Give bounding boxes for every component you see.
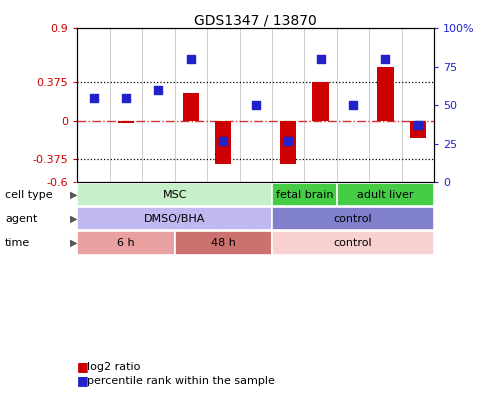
Point <box>349 102 357 109</box>
Point <box>187 56 195 62</box>
Text: ■: ■ <box>77 360 93 373</box>
Bar <box>183 93 199 121</box>
Title: GDS1347 / 13870: GDS1347 / 13870 <box>195 13 317 27</box>
Text: ■: ■ <box>77 374 93 387</box>
Text: ▶: ▶ <box>70 238 78 248</box>
Text: DMSO/BHA: DMSO/BHA <box>144 214 205 224</box>
Point <box>155 87 163 93</box>
Bar <box>215 121 232 164</box>
Text: time: time <box>5 238 30 248</box>
Bar <box>175 231 272 255</box>
Bar <box>377 67 394 121</box>
Bar <box>312 82 329 121</box>
Bar <box>410 121 426 138</box>
Text: log2 ratio: log2 ratio <box>87 362 141 371</box>
Text: control: control <box>334 238 372 248</box>
Bar <box>118 121 134 123</box>
Bar <box>272 183 337 206</box>
Text: agent: agent <box>5 214 37 224</box>
Bar <box>337 183 434 206</box>
Bar <box>77 207 272 230</box>
Point <box>122 94 130 101</box>
Bar <box>280 121 296 164</box>
Point <box>219 138 227 144</box>
Point <box>414 122 422 129</box>
Text: cell type: cell type <box>5 190 52 200</box>
Text: ▶: ▶ <box>70 190 78 200</box>
Text: fetal brain: fetal brain <box>275 190 333 200</box>
Point <box>316 56 324 62</box>
Point <box>284 138 292 144</box>
Bar <box>77 183 272 206</box>
Text: percentile rank within the sample: percentile rank within the sample <box>87 376 275 386</box>
Point <box>89 94 97 101</box>
Point <box>381 56 389 62</box>
Text: adult liver: adult liver <box>357 190 414 200</box>
Text: ▶: ▶ <box>70 214 78 224</box>
Bar <box>272 231 434 255</box>
Text: 48 h: 48 h <box>211 238 236 248</box>
Bar <box>77 231 175 255</box>
Bar <box>272 207 434 230</box>
Text: 6 h: 6 h <box>117 238 135 248</box>
Point <box>251 102 259 109</box>
Text: MSC: MSC <box>162 190 187 200</box>
Text: control: control <box>334 214 372 224</box>
